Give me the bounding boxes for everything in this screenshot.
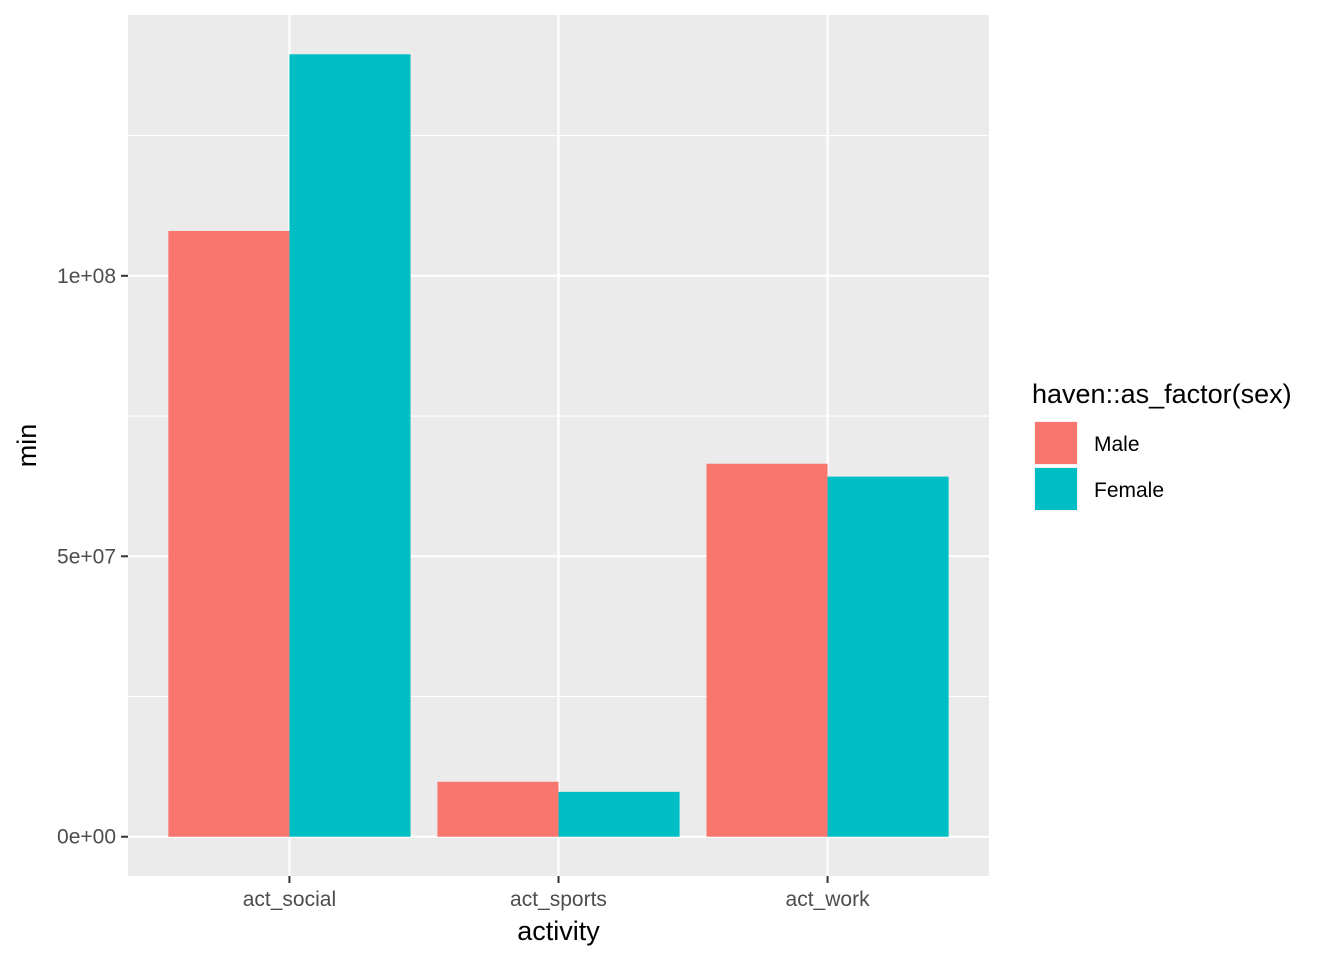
y-axis: 0e+00 5e+07 1e+08 [57, 265, 128, 849]
legend-label-female: Female [1094, 479, 1164, 502]
bar-female-act_social [289, 54, 411, 837]
legend-title: haven::as_factor(sex) [1032, 379, 1292, 409]
y-tick-label: 1e+08 [57, 265, 116, 288]
bar-male-act_social [168, 230, 290, 837]
x-tick-label: act_social [243, 888, 336, 911]
y-tick-label: 0e+00 [57, 826, 116, 849]
legend-swatch-male [1035, 422, 1077, 464]
x-tick-label: act_work [786, 888, 871, 911]
bar-female-act_work [827, 476, 949, 837]
x-axis: act_social act_sports act_work [243, 876, 870, 911]
bar-male-act_work [706, 463, 828, 837]
x-tick-label: act_sports [510, 888, 607, 911]
x-axis-title: activity [517, 916, 600, 946]
y-tick-label: 5e+07 [57, 545, 116, 568]
bars [168, 54, 949, 837]
legend-label-male: Male [1094, 433, 1140, 456]
y-axis-title: min [12, 424, 42, 468]
bar-female-act_sports [558, 791, 680, 837]
bar-male-act_sports [437, 781, 559, 837]
legend-swatch-female [1035, 468, 1077, 510]
